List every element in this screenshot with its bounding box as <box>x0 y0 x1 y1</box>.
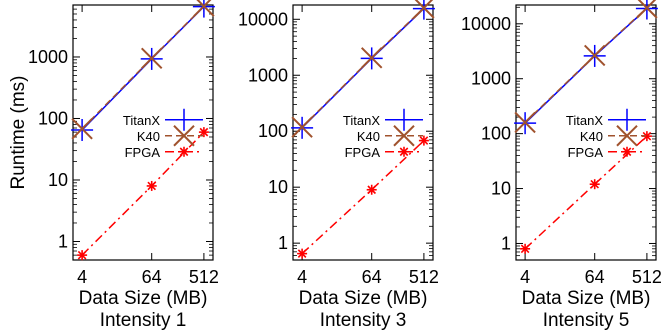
y-tick-label: 10000 <box>461 14 511 34</box>
data-point-marker <box>514 111 536 134</box>
y-tick-label: 1 <box>278 233 288 253</box>
y-tick-label: 100 <box>38 108 68 128</box>
data-point-marker <box>198 127 209 138</box>
chart-title: Intensity 3 <box>320 310 407 331</box>
x-axis-label: Data Size (MB) <box>299 288 428 309</box>
x-tick-label: 512 <box>632 267 662 287</box>
legend-label: K40 <box>580 129 603 144</box>
data-point-marker <box>622 146 632 157</box>
x-tick-label: 512 <box>409 267 439 287</box>
data-point-marker <box>71 118 93 140</box>
data-point-marker <box>393 108 415 131</box>
series-line <box>301 7 425 128</box>
y-axis-label: Runtime (ms) <box>8 75 29 189</box>
legend-label: FPGA <box>125 145 161 160</box>
x-tick-label: 4 <box>77 267 87 287</box>
legend-label: TitanX <box>123 113 160 128</box>
y-tick-label: 10000 <box>238 9 288 29</box>
data-point-marker <box>520 243 531 254</box>
legend-label: TitanX <box>566 113 603 128</box>
y-tick-label: 10 <box>268 177 288 197</box>
y-tick-label: 10 <box>491 179 511 199</box>
x-tick-label: 512 <box>189 267 219 287</box>
x-axis-label: Data Size (MB) <box>79 288 208 309</box>
data-point-marker <box>193 0 215 17</box>
data-point-marker <box>418 135 429 146</box>
y-tick-label: 100 <box>258 121 288 141</box>
data-point-marker <box>616 125 638 147</box>
data-point-marker <box>146 180 157 191</box>
y-tick-label: 1000 <box>248 65 288 85</box>
y-tick-label: 1 <box>58 231 68 251</box>
legend-label: FPGA <box>345 145 381 160</box>
y-tick-label: 1000 <box>471 69 511 89</box>
y-tick-label: 1000 <box>28 47 68 67</box>
data-point-marker <box>291 116 313 138</box>
data-point-marker <box>589 179 600 190</box>
y-tick-label: 10 <box>48 170 68 190</box>
series-k40 <box>291 0 435 138</box>
data-point-marker <box>616 108 638 131</box>
legend-label: FPGA <box>568 145 604 160</box>
data-point-marker <box>140 47 163 70</box>
data-point-marker <box>583 44 606 67</box>
x-tick-label: 64 <box>585 267 605 287</box>
series-fpga <box>297 135 429 259</box>
x-tick-label: 4 <box>520 267 530 287</box>
series-line <box>524 7 648 124</box>
data-point-marker <box>413 0 435 19</box>
chart-title: Intensity 1 <box>100 310 187 331</box>
data-point-marker <box>173 108 195 131</box>
legend-label: K40 <box>357 129 380 144</box>
x-tick-label: 64 <box>362 267 382 287</box>
legend-label: TitanX <box>343 113 380 128</box>
chart-title: Intensity 5 <box>543 310 630 331</box>
series-line <box>524 7 648 123</box>
x-tick-label: 64 <box>142 267 162 287</box>
plot-frame <box>292 4 434 261</box>
data-point-marker <box>399 146 409 157</box>
data-point-marker <box>173 125 195 147</box>
data-point-marker <box>297 248 308 259</box>
series-fpga <box>77 127 209 261</box>
data-point-marker <box>393 125 415 147</box>
x-axis-label: Data Size (MB) <box>522 288 651 309</box>
series-fpga <box>520 131 652 254</box>
data-point-marker <box>636 0 658 19</box>
y-tick-label: 1 <box>501 233 511 253</box>
data-point-marker <box>77 250 88 261</box>
x-tick-label: 4 <box>297 267 307 287</box>
data-point-marker <box>366 184 377 195</box>
series-k40 <box>71 0 215 140</box>
data-point-marker <box>641 131 652 142</box>
y-tick-label: 100 <box>481 124 511 144</box>
data-point-marker <box>179 146 189 157</box>
data-point-marker <box>360 47 383 69</box>
legend-label: K40 <box>137 129 160 144</box>
series-k40 <box>514 0 658 134</box>
